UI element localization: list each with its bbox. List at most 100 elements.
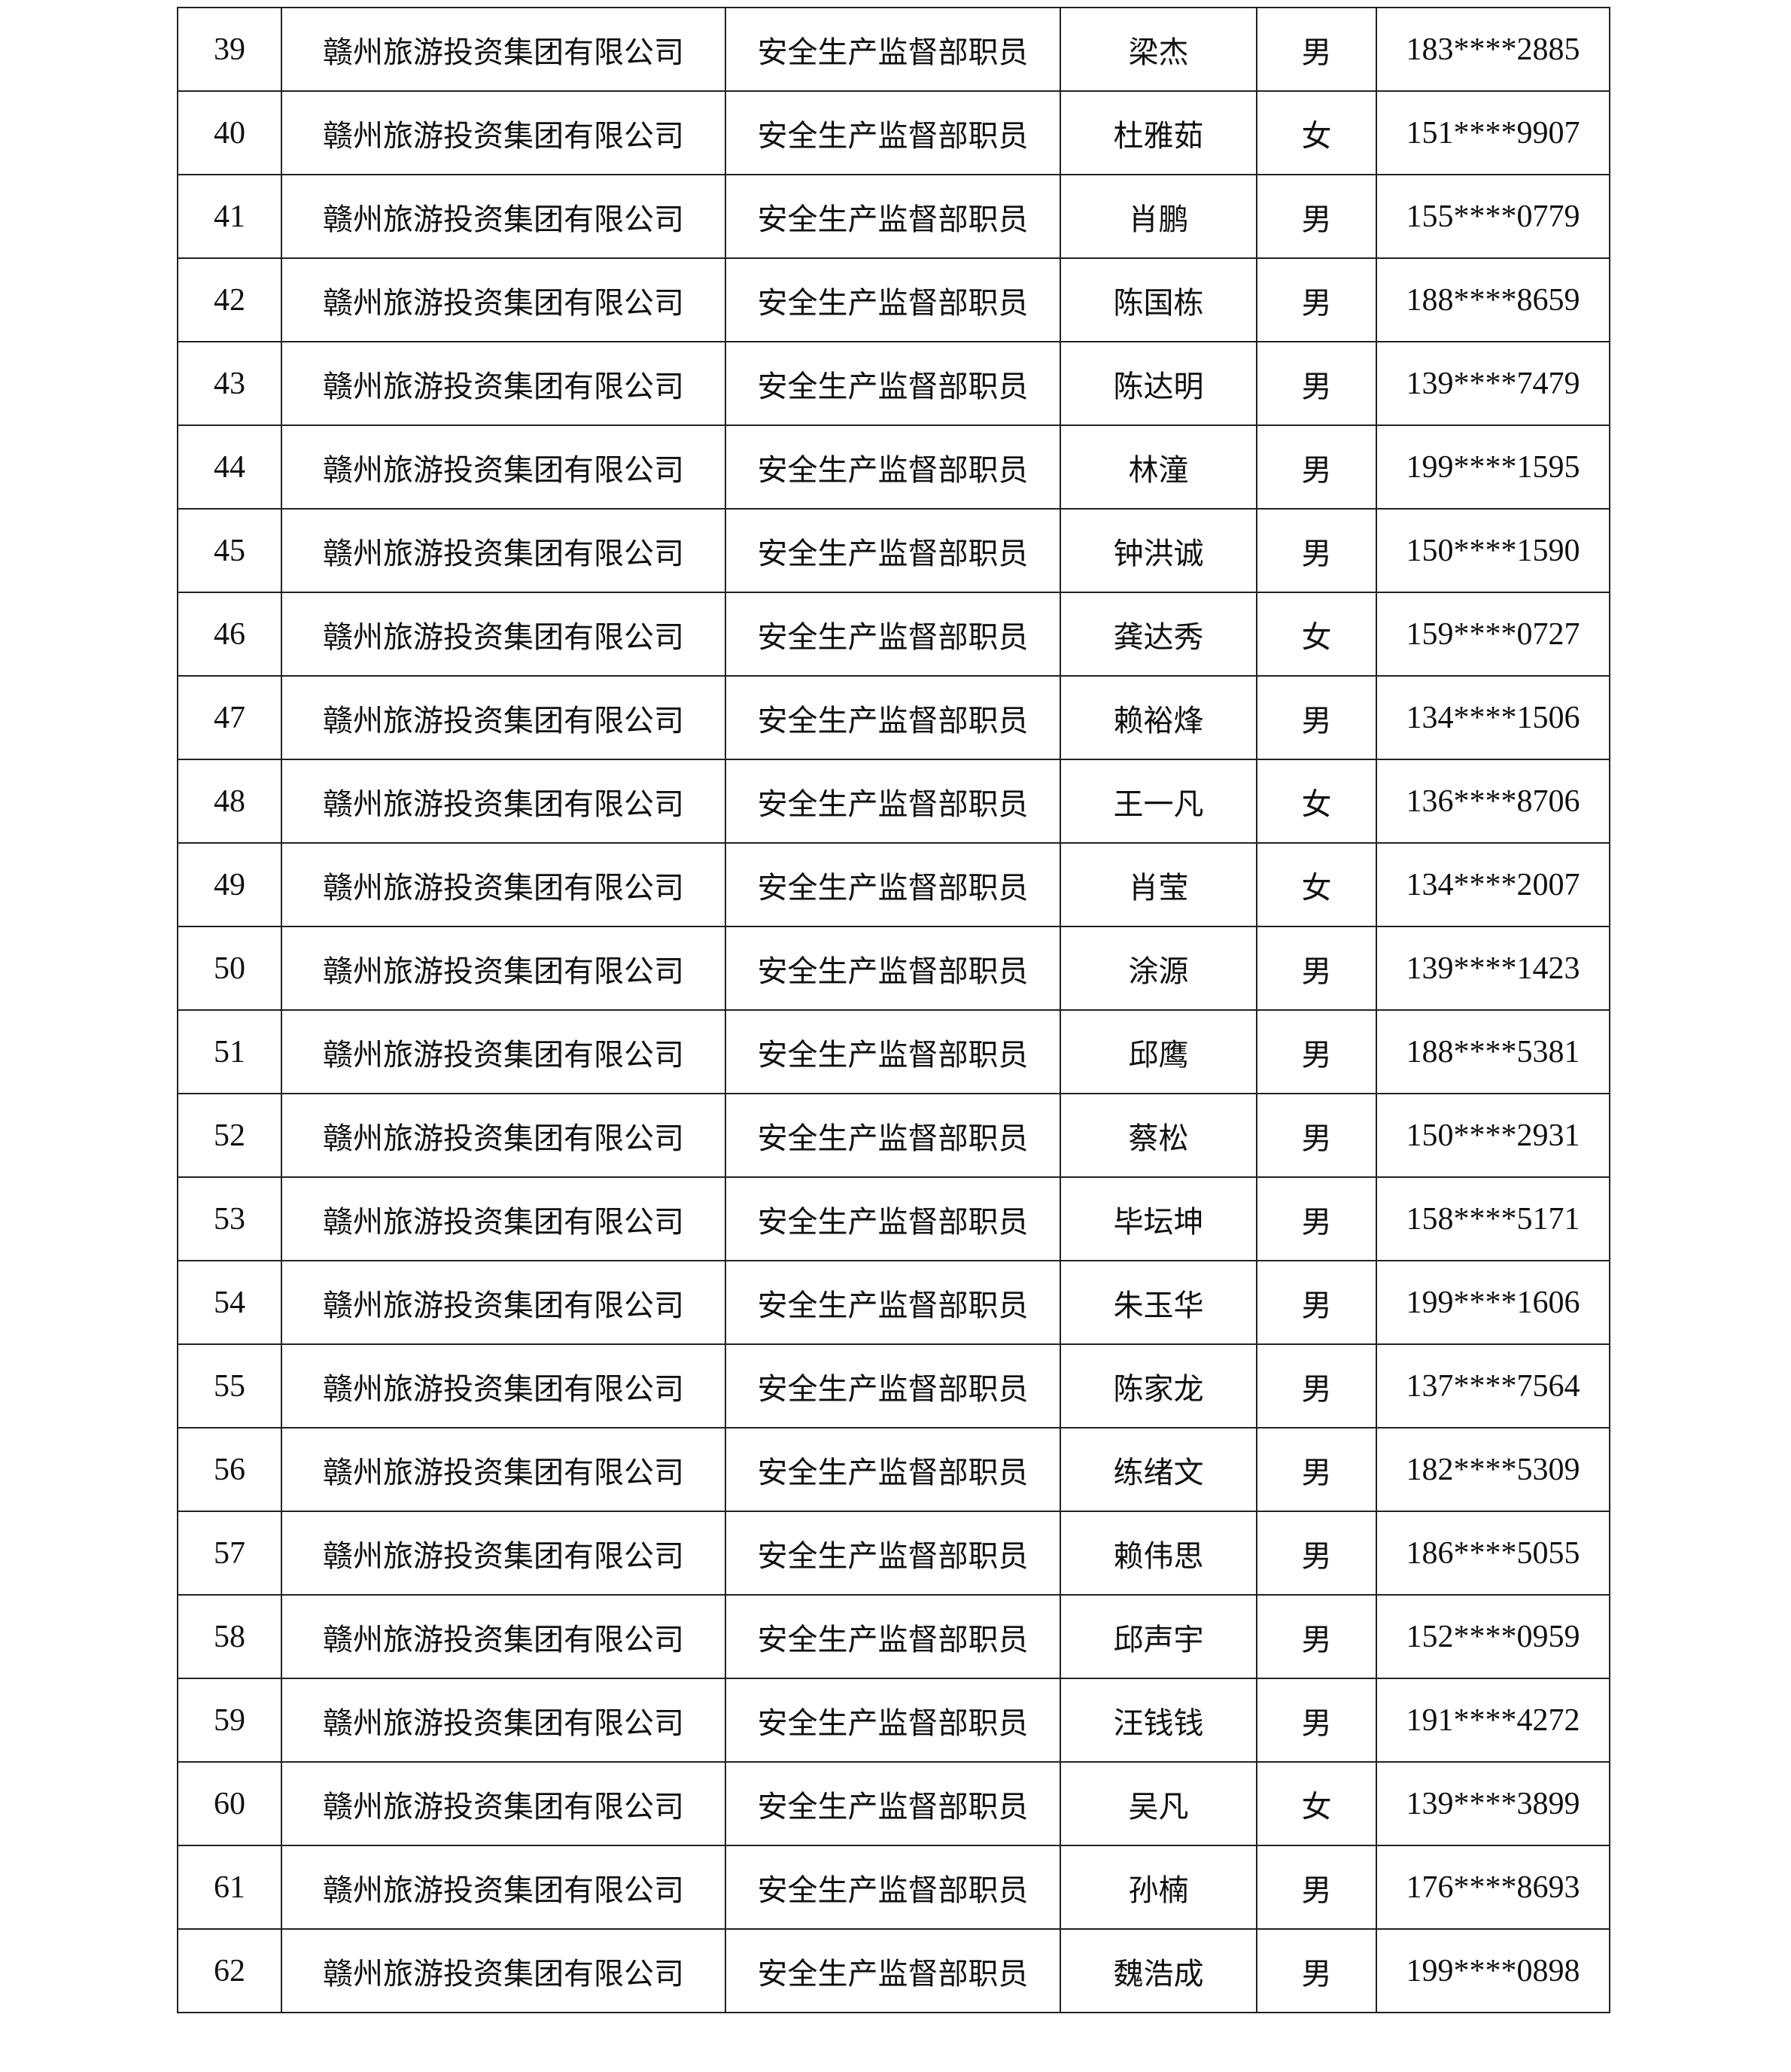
- name-cell: 赖伟思: [1060, 1511, 1257, 1596]
- company-cell: 赣州旅游投资集团有限公司: [281, 675, 726, 760]
- table-body: 39 赣州旅游投资集团有限公司 安全生产监督部职员 梁杰男 183****2885 40 赣…: [177, 7, 1610, 2013]
- position-cell: 安全生产监督部职员: [725, 1594, 1061, 1679]
- table-row: 48 赣州旅游投资集团有限公司 安全生产监督部职员 王一凡女 136****8706: [177, 759, 1610, 844]
- name-cell: 孙楠: [1060, 1845, 1257, 1930]
- company-cell: 赣州旅游投资集团有限公司: [281, 508, 726, 593]
- phone-cell: 158****5171: [1376, 1176, 1610, 1261]
- gender-cell: 男: [1256, 257, 1377, 342]
- gender-cell: 女: [1256, 842, 1377, 927]
- name-cell: 涂源: [1060, 926, 1257, 1011]
- position-cell: 安全生产监督部职员: [725, 1343, 1061, 1428]
- row-number: 47: [177, 675, 282, 760]
- table-row: 42 赣州旅游投资集团有限公司 安全生产监督部职员 陈国栋男 188****8659: [177, 257, 1610, 342]
- position-cell: 安全生产监督部职员: [725, 508, 1061, 593]
- phone-cell: 159****0727: [1376, 592, 1610, 677]
- gender-cell: 男: [1256, 1009, 1377, 1094]
- name-cell: 朱玉华: [1060, 1260, 1257, 1345]
- gender-cell: 男: [1256, 341, 1377, 426]
- gender-cell: 男: [1256, 1928, 1377, 2013]
- row-number: 54: [177, 1260, 282, 1345]
- phone-cell: 151****9907: [1376, 90, 1610, 175]
- phone-cell: 186****5055: [1376, 1511, 1610, 1596]
- company-cell: 赣州旅游投资集团有限公司: [281, 759, 726, 844]
- phone-cell: 139****3899: [1376, 1761, 1610, 1846]
- company-cell: 赣州旅游投资集团有限公司: [281, 1093, 726, 1178]
- phone-cell: 139****1423: [1376, 926, 1610, 1011]
- table-row: 61 赣州旅游投资集团有限公司 安全生产监督部职员 孙楠男 176****8693: [177, 1845, 1610, 1930]
- company-cell: 赣州旅游投资集团有限公司: [281, 926, 726, 1011]
- row-number: 56: [177, 1427, 282, 1512]
- phone-cell: 188****8659: [1376, 257, 1610, 342]
- table-row: 41 赣州旅游投资集团有限公司 安全生产监督部职员 肖鹏男 155****0779: [177, 174, 1610, 259]
- gender-cell: 男: [1256, 1176, 1377, 1261]
- phone-cell: 176****8693: [1376, 1845, 1610, 1930]
- name-cell: 蔡松: [1060, 1093, 1257, 1178]
- row-number: 52: [177, 1093, 282, 1178]
- table-row: 40 赣州旅游投资集团有限公司 安全生产监督部职员 杜雅茹女 151****9907: [177, 90, 1610, 175]
- company-cell: 赣州旅游投资集团有限公司: [281, 1511, 726, 1596]
- row-number: 49: [177, 842, 282, 927]
- company-cell: 赣州旅游投资集团有限公司: [281, 1928, 726, 2013]
- company-cell: 赣州旅游投资集团有限公司: [281, 1343, 726, 1428]
- name-cell: 毕坛坤: [1060, 1176, 1257, 1261]
- position-cell: 安全生产监督部职员: [725, 1678, 1061, 1763]
- name-cell: 陈国栋: [1060, 257, 1257, 342]
- company-cell: 赣州旅游投资集团有限公司: [281, 842, 726, 927]
- company-cell: 赣州旅游投资集团有限公司: [281, 90, 726, 175]
- name-cell: 练绪文: [1060, 1427, 1257, 1512]
- row-number: 41: [177, 174, 282, 259]
- phone-cell: 150****2931: [1376, 1093, 1610, 1178]
- gender-cell: 男: [1256, 1511, 1377, 1596]
- gender-cell: 男: [1256, 174, 1377, 259]
- phone-cell: 137****7564: [1376, 1343, 1610, 1428]
- gender-cell: 女: [1256, 90, 1377, 175]
- gender-cell: 男: [1256, 1678, 1377, 1763]
- table-row: 46 赣州旅游投资集团有限公司 安全生产监督部职员 龚达秀女 159****0727: [177, 592, 1610, 677]
- company-cell: 赣州旅游投资集团有限公司: [281, 592, 726, 677]
- name-cell: 肖鹏: [1060, 174, 1257, 259]
- position-cell: 安全生产监督部职员: [725, 592, 1061, 677]
- gender-cell: 男: [1256, 1260, 1377, 1345]
- name-cell: 王一凡: [1060, 759, 1257, 844]
- position-cell: 安全生产监督部职员: [725, 1260, 1061, 1345]
- position-cell: 安全生产监督部职员: [725, 341, 1061, 426]
- name-cell: 赖裕烽: [1060, 675, 1257, 760]
- row-number: 59: [177, 1678, 282, 1763]
- row-number: 50: [177, 926, 282, 1011]
- company-cell: 赣州旅游投资集团有限公司: [281, 174, 726, 259]
- table-row: 60 赣州旅游投资集团有限公司 安全生产监督部职员 吴凡女 139****3899: [177, 1761, 1610, 1846]
- phone-cell: 199****1595: [1376, 424, 1610, 510]
- name-cell: 陈家龙: [1060, 1343, 1257, 1428]
- table-row: 56 赣州旅游投资集团有限公司 安全生产监督部职员 练绪文男 182****5309: [177, 1427, 1610, 1512]
- gender-cell: 女: [1256, 759, 1377, 844]
- name-cell: 杜雅茹: [1060, 90, 1257, 175]
- position-cell: 安全生产监督部职员: [725, 675, 1061, 760]
- position-cell: 安全生产监督部职员: [725, 926, 1061, 1011]
- phone-cell: 183****2885: [1376, 7, 1610, 92]
- gender-cell: 男: [1256, 1343, 1377, 1428]
- position-cell: 安全生产监督部职员: [725, 1093, 1061, 1178]
- position-cell: 安全生产监督部职员: [725, 1761, 1061, 1846]
- name-cell: 龚达秀: [1060, 592, 1257, 677]
- position-cell: 安全生产监督部职员: [725, 1176, 1061, 1261]
- table-row: 45 赣州旅游投资集团有限公司 安全生产监督部职员 钟洪诚男 150****1590: [177, 508, 1610, 593]
- position-cell: 安全生产监督部职员: [725, 1009, 1061, 1094]
- table-row: 43 赣州旅游投资集团有限公司 安全生产监督部职员 陈达明男 139****7479: [177, 341, 1610, 426]
- gender-cell: 男: [1256, 7, 1377, 92]
- row-number: 62: [177, 1928, 282, 2013]
- gender-cell: 男: [1256, 1427, 1377, 1512]
- phone-cell: 182****5309: [1376, 1427, 1610, 1512]
- position-cell: 安全生产监督部职员: [725, 7, 1061, 92]
- company-cell: 赣州旅游投资集团有限公司: [281, 257, 726, 342]
- row-number: 51: [177, 1009, 282, 1094]
- phone-cell: 139****7479: [1376, 341, 1610, 426]
- position-cell: 安全生产监督部职员: [725, 1845, 1061, 1930]
- phone-cell: 188****5381: [1376, 1009, 1610, 1094]
- phone-cell: 134****2007: [1376, 842, 1610, 927]
- position-cell: 安全生产监督部职员: [725, 1511, 1061, 1596]
- table-row: 44 赣州旅游投资集团有限公司 安全生产监督部职员 林潼男 199****1595: [177, 424, 1610, 510]
- phone-cell: 136****8706: [1376, 759, 1610, 844]
- table-row: 47 赣州旅游投资集团有限公司 安全生产监督部职员 赖裕烽男 134****1506: [177, 675, 1610, 760]
- name-cell: 邱声宇: [1060, 1594, 1257, 1679]
- company-cell: 赣州旅游投资集团有限公司: [281, 341, 726, 426]
